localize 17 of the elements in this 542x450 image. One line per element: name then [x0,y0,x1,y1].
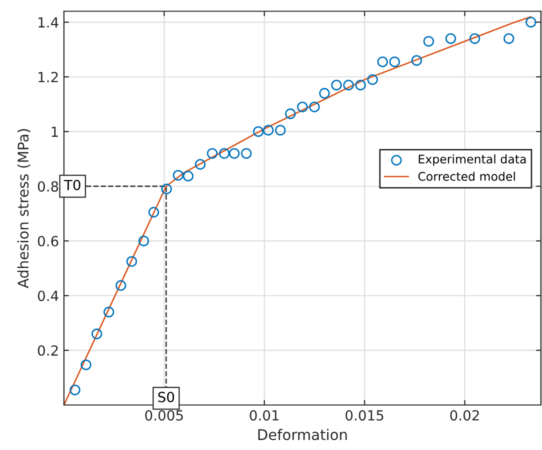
annotation: T0 [64,180,80,190]
y-tick-label: 0.8 [38,181,58,192]
x-tick-label: 0.005 [145,410,183,421]
y-tick-label: 1.4 [38,17,58,28]
y-tick-label: 1 [52,126,58,137]
annotation: S0 [158,392,174,402]
legend-label: Experimental data [418,154,526,166]
y-tick-label: 1.2 [38,72,58,82]
y-tick-label: 0.2 [38,345,58,356]
x-tick-label: 0.02 [450,410,479,421]
legend-label: Corrected model [418,172,515,181]
x-axis-title: Deformation [258,428,347,440]
y-axis-title: Adhesion stress (MPa) [17,129,30,288]
y-tick-label: 0.4 [38,290,58,302]
x-tick-label: 0.015 [346,410,384,421]
y-tick-label: 0.6 [38,236,58,246]
x-tick-label: 0.01 [250,410,279,421]
